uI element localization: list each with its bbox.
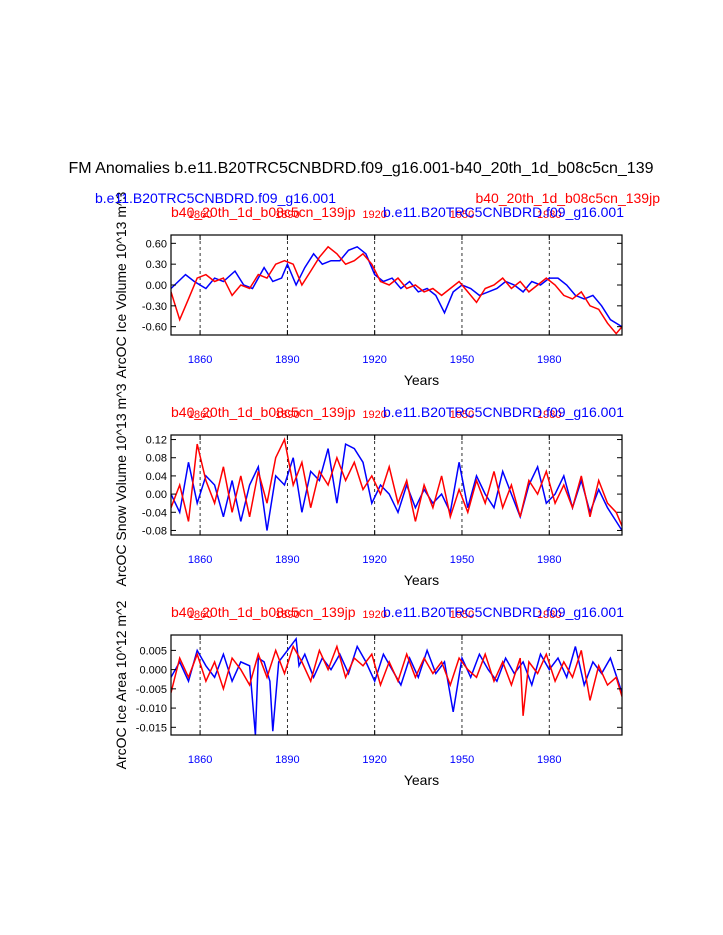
overlay-label-left: b.e11.B20TRC5CNBDRD.f09_g16.001 <box>95 190 336 206</box>
plot-frame <box>170 634 623 736</box>
ytick-label: -0.30 <box>142 301 167 313</box>
xaxis-title: Years <box>404 772 439 788</box>
xtick-label-bottom: 1980 <box>537 354 561 366</box>
yaxis-title: ArcOC Ice Volume 10^13 m^3 <box>113 191 129 378</box>
xtick-label-bottom: 1860 <box>188 754 212 766</box>
main-title: FM Anomalies b.e11.B20TRC5CNBDRD.f09_g16… <box>69 160 654 177</box>
chart-ice-volume: 0.60 0.30 0.00 -0.30 -0.60 1860 1860 1890 1890 19… <box>95 190 660 388</box>
xtick-label-bottom: 1890 <box>275 554 299 566</box>
top-label-left: b40_20th_1d_b08c5cn_139jp <box>171 204 356 220</box>
xtick-label-top: 1890 <box>275 209 299 221</box>
ytick-label: 0.08 <box>146 453 167 465</box>
series-line-red <box>171 437 622 527</box>
xtick-label-bottom: 1980 <box>537 554 561 566</box>
xtick-label-bottom: 1890 <box>275 354 299 366</box>
ytick-label: 0.12 <box>146 435 167 447</box>
ytick-label: 0.04 <box>146 471 167 483</box>
xtick-label-top: 1920 <box>362 409 386 421</box>
ytick-label: -0.60 <box>142 322 167 334</box>
xtick-label-top: 1920 <box>362 209 386 221</box>
ytick-label: 0.000 <box>139 665 167 677</box>
chart-ice-area: 0.005 0.000 -0.005 -0.010 -0.015 1860 1860 1890… <box>113 600 624 788</box>
series-line-blue <box>171 442 622 531</box>
top-label-right: b.e11.B20TRC5CNBDRD.f09_g16.001 <box>383 604 624 620</box>
xtick-label-top: 1980 <box>537 409 561 421</box>
xtick-label-top: 1950 <box>450 609 474 621</box>
ytick-label: 0.00 <box>146 489 167 501</box>
xtick-label-top: 1890 <box>275 409 299 421</box>
xaxis-title: Years <box>404 572 439 588</box>
chart-snow-volume: 0.12 0.08 0.04 0.00 -0.04 -0.08 1860 1860 1890 18… <box>113 383 624 588</box>
ytick-label: 0.00 <box>146 280 167 292</box>
xtick-label-top: 1950 <box>450 209 474 221</box>
yaxis-title: ArcOC Ice Area 10^12 m^2 <box>113 600 129 769</box>
ytick-label: -0.08 <box>142 525 167 537</box>
xtick-label-bottom: 1980 <box>537 754 561 766</box>
xtick-label-bottom: 1920 <box>362 354 386 366</box>
xtick-label-top: 1920 <box>362 609 386 621</box>
xtick-label-bottom: 1950 <box>450 354 474 366</box>
xtick-label-top: 1860 <box>188 609 212 621</box>
ytick-label: -0.010 <box>136 703 167 715</box>
plot-frame <box>170 434 623 536</box>
top-label-right: b.e11.B20TRC5CNBDRD.f09_g16.001 <box>383 204 624 220</box>
xtick-label-bottom: 1890 <box>275 754 299 766</box>
yaxis-title: ArcOC Snow Volume 10^13 m^3 <box>113 383 129 586</box>
xtick-label-top: 1980 <box>537 209 561 221</box>
xtick-label-bottom: 1860 <box>188 554 212 566</box>
xtick-label-bottom: 1920 <box>362 554 386 566</box>
ytick-label: -0.015 <box>136 722 167 734</box>
xtick-label-top: 1980 <box>537 609 561 621</box>
ytick-label: 0.30 <box>146 259 167 271</box>
series-line-red <box>171 644 622 716</box>
ytick-label: 0.60 <box>146 238 167 250</box>
ytick-label: 0.005 <box>139 645 167 657</box>
series-line-blue <box>171 245 622 328</box>
xtick-label-bottom: 1920 <box>362 754 386 766</box>
series-line-red <box>171 245 622 335</box>
top-label-right: b.e11.B20TRC5CNBDRD.f09_g16.001 <box>383 404 624 420</box>
xtick-label-bottom: 1950 <box>450 554 474 566</box>
xaxis-title: Years <box>404 372 439 388</box>
ytick-label: -0.005 <box>136 684 167 696</box>
overlay-label-right: b40_20th_1d_b08c5cn_139jp <box>475 190 660 206</box>
panels-group: 0.60 0.30 0.00 -0.30 -0.60 1860 1860 1890 1890 19… <box>95 190 660 788</box>
xtick-label-top: 1950 <box>450 409 474 421</box>
xtick-label-top: 1860 <box>188 209 212 221</box>
xtick-label-bottom: 1950 <box>450 754 474 766</box>
xtick-label-top: 1860 <box>188 409 212 421</box>
ytick-label: -0.04 <box>142 507 167 519</box>
top-label-left: b40_20th_1d_b08c5cn_139jp <box>171 604 356 620</box>
xtick-label-top: 1890 <box>275 609 299 621</box>
top-label-left: b40_20th_1d_b08c5cn_139jp <box>171 404 356 420</box>
xtick-label-bottom: 1860 <box>188 354 212 366</box>
series-line-blue <box>171 636 622 735</box>
